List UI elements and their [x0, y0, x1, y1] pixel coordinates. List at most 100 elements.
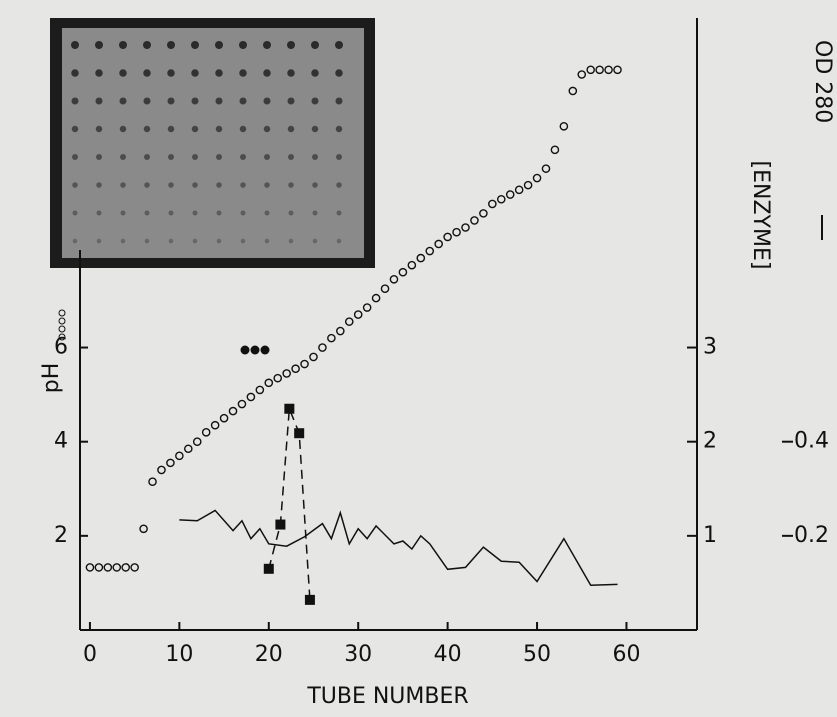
photo-well	[264, 154, 270, 160]
photo-well	[311, 69, 319, 77]
y-tick-label: 4	[54, 429, 68, 454]
y-axis-label: pH	[39, 363, 64, 394]
x-tick-label: 0	[83, 642, 97, 667]
photo-well	[119, 69, 127, 77]
photo-well	[119, 125, 127, 133]
point	[443, 232, 452, 242]
photo-well	[168, 210, 174, 216]
photo-well	[216, 238, 222, 244]
legend-symbol	[240, 345, 250, 355]
photo-plate	[62, 28, 364, 258]
point	[371, 293, 381, 303]
photo-well	[239, 69, 247, 77]
photo-well	[191, 41, 199, 49]
photo-well	[143, 97, 151, 105]
photo-well	[311, 41, 319, 49]
photo-well	[335, 69, 343, 77]
photo-well	[336, 210, 342, 216]
point	[380, 284, 390, 293]
point	[318, 343, 327, 352]
photo-well	[191, 69, 199, 77]
legend-symbol	[58, 317, 66, 325]
point	[362, 303, 372, 312]
point	[559, 121, 569, 131]
point	[461, 223, 470, 232]
photo-well	[95, 125, 103, 133]
photo-well	[144, 238, 150, 244]
photo-well	[312, 210, 318, 216]
point	[175, 451, 184, 461]
x-tick-label: 30	[344, 642, 372, 667]
point	[604, 65, 613, 75]
point	[309, 352, 318, 362]
point	[336, 326, 345, 336]
photo-well	[336, 238, 342, 244]
photo-well	[96, 238, 102, 244]
photo-well	[335, 125, 343, 133]
photo-well	[287, 41, 295, 49]
photo-well	[71, 125, 79, 133]
photo-well	[168, 238, 174, 244]
ph-legend	[58, 309, 66, 341]
point	[389, 274, 399, 284]
point	[327, 333, 336, 343]
photo-well	[264, 238, 270, 244]
point	[577, 70, 587, 79]
photo-well	[167, 125, 175, 133]
point	[523, 180, 533, 190]
photo-well	[72, 154, 78, 160]
point	[479, 209, 488, 218]
point	[541, 164, 551, 173]
photo-well	[239, 97, 247, 105]
point	[294, 428, 305, 439]
photo-well	[311, 97, 319, 105]
photo-well	[120, 154, 126, 160]
photo-well	[263, 69, 271, 77]
legend-symbol	[58, 325, 66, 333]
point	[273, 373, 283, 383]
point	[94, 563, 104, 572]
legend-symbol	[260, 345, 270, 355]
point	[505, 190, 515, 199]
photo-well	[287, 97, 295, 105]
point	[166, 458, 175, 468]
photo-well	[192, 238, 198, 244]
y2-tick-label: 1	[703, 523, 717, 548]
photo-well	[335, 41, 343, 49]
photo-well	[167, 41, 175, 49]
photo-well	[191, 97, 199, 105]
point	[219, 413, 229, 423]
point	[407, 260, 417, 270]
series-line	[179, 509, 618, 587]
point	[237, 399, 247, 409]
photo-well	[216, 182, 222, 188]
photo-well	[240, 154, 246, 160]
y3-axis-label: OD 280	[810, 40, 835, 123]
y2-tick-label: 2	[703, 429, 717, 454]
photo-well	[144, 182, 150, 188]
point	[263, 563, 274, 574]
photo-well	[240, 238, 246, 244]
point	[282, 369, 291, 378]
y2-tick-label: 3	[703, 335, 717, 360]
photo-well	[192, 154, 198, 160]
photo-well	[216, 210, 222, 216]
y-tick-label: 6	[54, 335, 68, 360]
point	[85, 563, 95, 572]
point	[228, 406, 238, 416]
photo-well	[263, 41, 271, 49]
x-tick-label: 40	[434, 642, 462, 667]
photo-well	[287, 69, 295, 77]
point	[184, 444, 193, 454]
photo-well	[264, 210, 270, 216]
point	[148, 477, 157, 487]
point	[568, 86, 578, 96]
photo-well	[335, 97, 343, 105]
photo-well	[96, 182, 102, 188]
photo-well	[311, 125, 319, 133]
photo-well	[215, 97, 223, 105]
photo-well	[240, 182, 246, 188]
photo-well	[288, 182, 294, 188]
photo-well	[95, 97, 103, 105]
